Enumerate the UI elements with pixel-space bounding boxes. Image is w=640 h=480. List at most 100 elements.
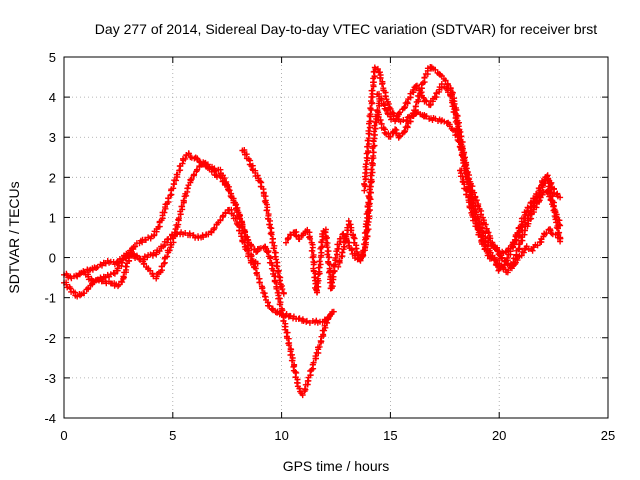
data-point <box>274 269 281 276</box>
data-point <box>409 110 416 117</box>
data-point <box>311 274 318 281</box>
data-point <box>478 211 485 218</box>
y-tick-label: 5 <box>49 50 56 65</box>
x-axis-label: GPS time / hours <box>283 458 390 474</box>
data-point <box>141 260 148 267</box>
data-point <box>119 279 126 286</box>
data-point <box>412 103 419 110</box>
data-point <box>447 93 454 99</box>
data-point <box>262 245 269 252</box>
x-tick-label: 5 <box>169 428 176 443</box>
data-point <box>164 253 171 260</box>
plot-frame <box>63 56 609 419</box>
data-point <box>274 263 281 270</box>
data-point <box>546 183 553 190</box>
data-point <box>379 81 385 87</box>
data-point <box>421 74 428 81</box>
data-point <box>307 235 314 242</box>
x-tick-label: 20 <box>492 428 506 443</box>
data-point <box>393 116 399 123</box>
data-point <box>179 203 186 210</box>
data-point <box>520 215 527 222</box>
data-points <box>61 64 564 399</box>
y-tick-label: -2 <box>44 331 56 346</box>
data-point <box>287 231 294 238</box>
data-point <box>532 195 539 202</box>
data-point <box>404 99 411 106</box>
data-point <box>264 207 271 214</box>
data-point <box>494 262 501 269</box>
data-point <box>211 225 218 232</box>
data-point <box>473 223 480 230</box>
data-point <box>165 195 172 202</box>
data-point <box>248 253 255 260</box>
data-point <box>256 279 263 286</box>
data-point <box>316 343 323 350</box>
data-point <box>328 279 335 286</box>
data-point <box>377 117 384 123</box>
data-point <box>273 285 280 292</box>
y-tick-label: -1 <box>44 291 56 306</box>
y-tick-label: 1 <box>49 210 56 225</box>
data-point <box>321 229 328 236</box>
data-point <box>269 239 276 246</box>
data-point <box>544 189 551 196</box>
data-point <box>133 252 140 259</box>
data-point <box>276 277 283 284</box>
data-point <box>367 105 374 112</box>
data-point <box>310 253 317 260</box>
data-point <box>277 301 284 308</box>
data-point <box>367 111 374 118</box>
data-point <box>462 162 468 169</box>
data-point <box>230 195 237 202</box>
data-point <box>366 213 373 220</box>
data-point <box>266 303 273 309</box>
data-point <box>504 255 511 261</box>
data-point <box>242 235 249 242</box>
data-point <box>339 249 346 256</box>
data-point <box>486 251 492 258</box>
data-point <box>374 65 381 72</box>
data-point <box>257 178 264 185</box>
data-point <box>80 268 87 275</box>
data-point <box>184 185 191 192</box>
data-point <box>451 109 458 115</box>
data-point <box>366 193 373 200</box>
data-point <box>309 247 316 254</box>
data-point <box>120 273 127 280</box>
data-point <box>404 123 411 130</box>
data-point <box>115 281 122 288</box>
data-point <box>332 255 339 261</box>
data-point <box>268 231 275 238</box>
data-point <box>132 243 139 250</box>
data-point <box>369 169 376 176</box>
y-tick-label: -4 <box>44 411 56 426</box>
data-point <box>329 283 336 290</box>
data-point <box>279 286 286 293</box>
data-point <box>371 142 378 149</box>
data-point <box>361 187 368 194</box>
data-point <box>348 227 355 234</box>
data-point <box>283 239 289 246</box>
data-point <box>337 235 344 242</box>
data-point <box>529 247 536 254</box>
data-point <box>455 131 462 138</box>
data-point <box>458 152 465 159</box>
data-point <box>485 229 492 236</box>
data-point <box>370 143 377 150</box>
data-point <box>188 176 195 183</box>
data-point <box>270 245 277 252</box>
data-point <box>267 230 274 237</box>
data-point <box>286 342 293 349</box>
data-point <box>336 257 343 264</box>
data-point <box>310 359 317 366</box>
data-point <box>316 264 323 271</box>
data-point <box>520 249 527 256</box>
chart-title: Day 277 of 2014, Sidereal Day-to-day VTE… <box>95 21 597 37</box>
data-point <box>401 127 408 134</box>
data-point <box>474 226 481 233</box>
data-point <box>377 74 384 81</box>
data-point <box>364 221 371 228</box>
data-point <box>350 234 357 241</box>
y-tick-label: 0 <box>49 251 56 266</box>
